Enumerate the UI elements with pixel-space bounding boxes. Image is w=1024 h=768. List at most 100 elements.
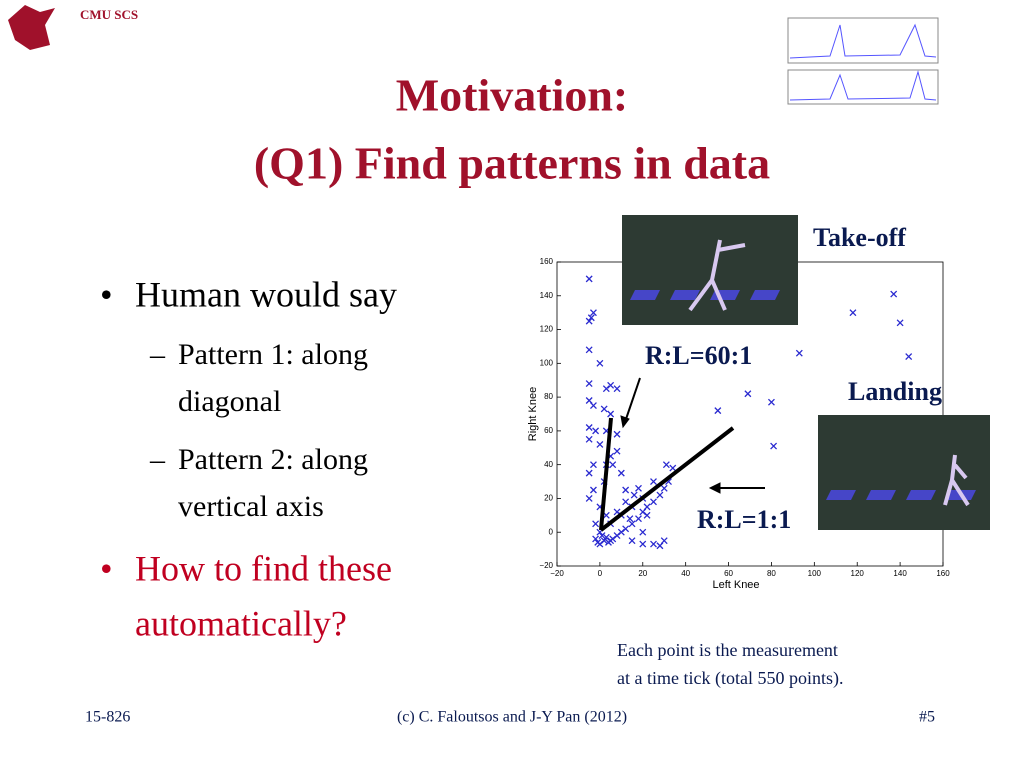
y-tick-label: 40 (544, 460, 553, 469)
point (635, 484, 642, 492)
y-tick-label: 100 (540, 358, 554, 367)
point (650, 478, 657, 486)
point (589, 461, 597, 469)
point (585, 275, 593, 283)
x-tick-label: −20 (550, 569, 564, 578)
thumbnail-plots (787, 17, 939, 105)
x-tick-label: 100 (808, 569, 822, 578)
point (643, 503, 651, 511)
bullet-dot: • (100, 548, 113, 588)
point (585, 380, 593, 388)
footer-center: (c) C. Faloutsos and J-Y Pan (2012) (397, 709, 627, 726)
y-tick-label: 0 (549, 527, 554, 536)
title-line: Motivation: (396, 70, 629, 121)
y-tick-label: 20 (544, 494, 553, 503)
trend-lines (599, 377, 765, 532)
point (650, 498, 657, 506)
x-tick-label: 60 (724, 569, 733, 578)
x-tick-label: 20 (638, 569, 647, 578)
x-tick-label: 0 (598, 569, 603, 578)
point (600, 405, 608, 413)
point (628, 537, 636, 545)
point (890, 290, 898, 298)
point (607, 381, 615, 389)
point (662, 461, 670, 469)
x-tick-label: 120 (851, 569, 865, 578)
annotation: Landing (848, 377, 942, 406)
point (905, 353, 913, 361)
point (592, 520, 600, 528)
point (767, 398, 775, 406)
point (609, 461, 617, 469)
point (596, 540, 604, 548)
point (744, 390, 752, 398)
point (628, 520, 636, 528)
point (626, 515, 634, 523)
point (589, 402, 597, 410)
point (585, 346, 593, 354)
y-axis-label: Right Knee (527, 387, 539, 441)
point (639, 528, 647, 536)
point (607, 410, 615, 418)
dash: – (149, 338, 166, 371)
point (630, 491, 638, 499)
y-tick-label: 80 (544, 392, 553, 401)
y-tick-label: −20 (539, 561, 553, 570)
x-axis-label: Left Knee (712, 579, 759, 591)
take-off-image (622, 215, 798, 325)
title-line: (Q1) Find patterns in data (254, 138, 770, 189)
point (585, 435, 593, 443)
point (589, 486, 597, 494)
point (635, 515, 642, 523)
y-tick-label: 160 (540, 257, 554, 266)
x-tick-label: 40 (681, 569, 690, 578)
point (896, 319, 904, 327)
point (795, 349, 803, 357)
y-tick-label: 120 (540, 325, 554, 334)
sub-bullet: diagonal (178, 385, 281, 418)
bullets: • Human would say – Pattern 1: along dia… (100, 274, 397, 643)
point (598, 532, 606, 540)
point (613, 430, 621, 438)
bullet: How to find these (135, 548, 392, 588)
point (622, 525, 630, 533)
bullet: Human would say (135, 274, 397, 314)
point (585, 469, 593, 477)
point (613, 447, 621, 455)
point (656, 491, 664, 499)
landing-image (818, 415, 990, 530)
point (596, 359, 604, 367)
point (650, 540, 657, 548)
point (660, 484, 668, 492)
x-tick-label: 140 (893, 569, 907, 578)
annotation: R:L=60:1 (645, 341, 752, 370)
logo-text: CMU SCS (80, 7, 138, 22)
bullet: automatically? (135, 603, 347, 643)
point (622, 498, 630, 506)
point (587, 314, 595, 322)
point (617, 469, 625, 477)
sub-bullet: Pattern 1: along (178, 338, 368, 371)
dash: – (149, 443, 166, 476)
point (656, 542, 664, 550)
point (585, 317, 593, 325)
x-tick-label: 80 (767, 569, 776, 578)
caption: at a time tick (total 550 points). (617, 668, 843, 689)
logo (8, 5, 55, 50)
point (643, 511, 651, 519)
point (669, 464, 677, 472)
sub-bullet: vertical axis (178, 490, 324, 523)
point (770, 442, 778, 450)
x-tick-label: 160 (936, 569, 950, 578)
y-tick-label: 140 (540, 291, 554, 300)
point (585, 424, 593, 431)
footer-right: #5 (919, 709, 935, 726)
footer-left: 15-826 (85, 709, 130, 726)
y-tick-label: 60 (544, 426, 553, 435)
point (592, 427, 600, 435)
annotation: R:L=1:1 (697, 505, 791, 534)
point (622, 486, 630, 494)
point (585, 494, 593, 502)
point (589, 309, 597, 317)
